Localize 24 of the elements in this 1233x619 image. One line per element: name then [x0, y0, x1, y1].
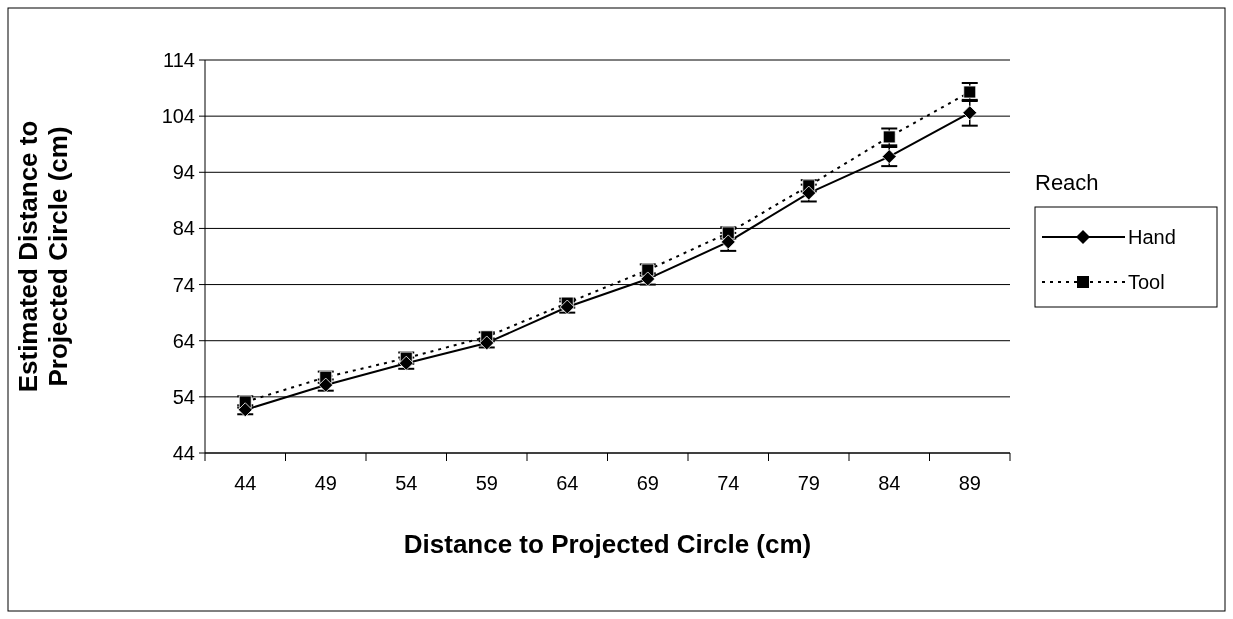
y-tick-label: 114 [163, 49, 195, 71]
x-tick-label: 84 [878, 472, 901, 494]
x-tick-label: 79 [797, 472, 820, 494]
legend-label: Tool [1128, 271, 1165, 293]
x-tick-label: 44 [234, 472, 257, 494]
y-tick-label: 54 [172, 385, 195, 408]
x-tick-label: 69 [636, 472, 659, 494]
x-axis-title: Distance to Projected Circle (cm) [403, 529, 812, 559]
x-tick-label: 74 [717, 472, 740, 494]
legend-title: Reach [1035, 170, 1099, 195]
y-tick-label: 104 [161, 105, 195, 128]
y-tick-label: 44 [172, 442, 195, 464]
legend-label: Hand [1128, 226, 1176, 248]
y-tick-label: 64 [172, 329, 195, 352]
y-tick-label: 74 [172, 273, 195, 296]
point [962, 105, 978, 121]
x-tick-label: 49 [314, 472, 337, 494]
x-tick-label: 54 [395, 472, 418, 494]
x-tick-label: 59 [475, 472, 498, 494]
y-tick-label: 94 [172, 161, 195, 184]
y-axis-title: Estimated Distance to Projected Circle (cm) [12, 120, 73, 393]
y-tick-label: 84 [172, 217, 195, 240]
x-tick-label: 64 [556, 472, 579, 494]
x-tick-label: 89 [958, 472, 981, 494]
